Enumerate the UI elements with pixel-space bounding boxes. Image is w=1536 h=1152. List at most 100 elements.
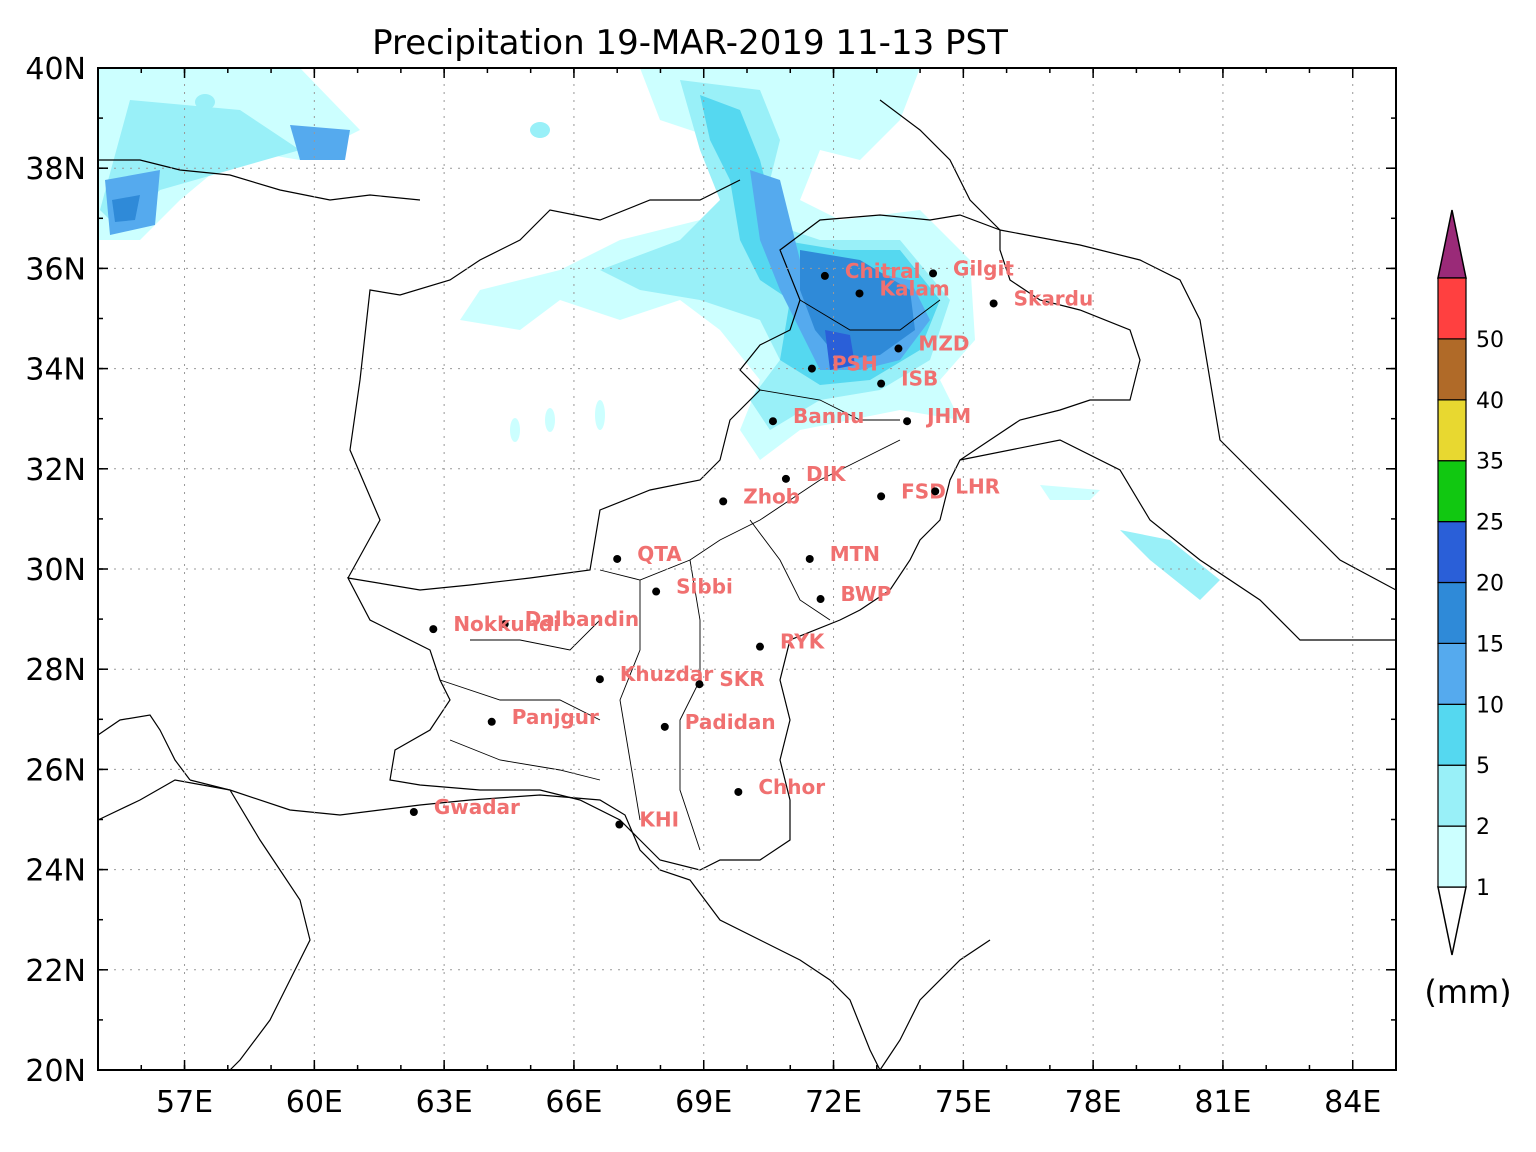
lat-tick-label: 30N — [25, 553, 86, 588]
city-dot — [429, 625, 438, 634]
colorbar-over-arrow — [1437, 209, 1467, 279]
colorbar-segment — [1437, 277, 1467, 340]
precipitation-shading — [98, 68, 1220, 600]
colorbar-level-label: 15 — [1476, 632, 1504, 657]
city-label: Kalam — [879, 276, 949, 300]
city-label: Padidan — [685, 710, 776, 734]
city-dot — [877, 492, 886, 501]
colorbar-level-label: 1 — [1476, 876, 1490, 901]
colorbar-unit: (mm) — [1424, 973, 1511, 1011]
city-label: JHM — [925, 404, 971, 428]
city-label: Bannu — [793, 404, 864, 428]
lat-tick-label: 40N — [25, 52, 86, 87]
city-label: ISB — [901, 367, 938, 391]
lat-tick-label: 36N — [25, 252, 86, 287]
colorbar-level-label: 40 — [1476, 389, 1504, 414]
lon-tick-label: 69E — [675, 1085, 732, 1120]
grid-lines — [98, 68, 1396, 1070]
city-label: BWP — [841, 582, 892, 606]
city-label: Chhor — [758, 775, 825, 799]
city-dot — [615, 820, 624, 829]
city-label: Panjgur — [512, 705, 599, 729]
axis-labels: 57E 60E 63E 66E 69E 72E 75E 78E 81E 84E 40N 38N 36N 3… — [25, 52, 1381, 1120]
colorbar-segment — [1437, 703, 1467, 766]
lon-tick-label: 63E — [416, 1085, 473, 1120]
city-label: PSH — [832, 352, 878, 376]
colorbar-segment — [1437, 338, 1467, 401]
city-dot — [660, 722, 669, 731]
city-dot — [877, 379, 886, 388]
city-dot — [816, 595, 825, 604]
city-label: RYK — [780, 630, 826, 654]
lon-tick-label: 57E — [156, 1085, 213, 1120]
lat-tick-label: 34N — [25, 353, 86, 388]
colorbar-level-label: 35 — [1476, 450, 1504, 475]
city-dot — [931, 487, 940, 496]
lat-tick-label: 24N — [25, 854, 86, 889]
lon-tick-label: 84E — [1324, 1085, 1381, 1120]
colorbar-level-label: 5 — [1476, 754, 1490, 779]
city-dot — [595, 675, 604, 684]
lon-tick-label: 75E — [935, 1085, 992, 1120]
colorbar-segment — [1437, 642, 1467, 705]
city-dot — [855, 289, 864, 298]
city-dot — [903, 417, 912, 426]
city-label: SKR — [719, 667, 764, 691]
lat-tick-label: 38N — [25, 152, 86, 187]
colorbar-level-label: 25 — [1476, 511, 1504, 536]
colorbar-segment — [1437, 399, 1467, 462]
city-label: QTA — [637, 542, 682, 566]
lon-tick-label: 72E — [805, 1085, 862, 1120]
city-label: KHI — [639, 808, 679, 832]
city-label: DIK — [806, 462, 847, 486]
city-dot — [695, 680, 704, 689]
city-dot — [755, 642, 764, 651]
city-label: Chitral — [845, 259, 921, 283]
city-dot — [768, 417, 777, 426]
city-dot — [500, 620, 509, 629]
lon-tick-label: 66E — [545, 1085, 602, 1120]
colorbar-segment — [1437, 520, 1467, 584]
city-dot — [805, 554, 814, 563]
lat-tick-label: 22N — [25, 954, 86, 989]
axis-ticks — [98, 67, 1396, 1071]
city-label: Gilgit — [953, 256, 1014, 280]
city-label: Zhob — [743, 484, 800, 508]
colorbar-level-label: 2 — [1476, 815, 1490, 840]
lat-tick-label: 20N — [25, 1054, 86, 1089]
city-dot — [734, 787, 743, 796]
city-label: MZD — [918, 332, 969, 356]
city-dot — [929, 269, 938, 278]
city-dot — [807, 364, 816, 373]
city-dot — [719, 497, 728, 506]
city-dot — [613, 554, 622, 563]
city-label: Sibbi — [676, 575, 733, 599]
lon-tick-label: 78E — [1065, 1085, 1122, 1120]
colorbar-segment — [1437, 460, 1467, 523]
colorbar-level-label: 20 — [1476, 572, 1504, 597]
chart-title: Precipitation 19-MAR-2019 11-13 PST — [372, 23, 1008, 63]
lat-tick-label: 28N — [25, 653, 86, 688]
colorbar-level-label: 50 — [1476, 328, 1504, 353]
colorbar-level-label: 10 — [1476, 693, 1504, 718]
city-dot — [894, 344, 903, 353]
city-dot — [652, 587, 661, 596]
city-dot — [781, 474, 790, 483]
city-dot — [989, 299, 998, 308]
city-label: MTN — [830, 542, 880, 566]
colorbar-under-arrow — [1437, 886, 1467, 956]
city-dot — [487, 717, 496, 726]
city-dot — [409, 807, 418, 816]
colorbar-segment — [1437, 825, 1467, 888]
coastline — [98, 159, 991, 1070]
city-label: Dalbandin — [525, 607, 639, 631]
lat-tick-label: 32N — [25, 453, 86, 488]
colorbar-segment — [1437, 581, 1467, 645]
lon-tick-label: 60E — [286, 1085, 343, 1120]
city-label: LHR — [955, 474, 1000, 498]
colorbar-segment — [1437, 764, 1467, 827]
country-borders — [346, 99, 1396, 871]
